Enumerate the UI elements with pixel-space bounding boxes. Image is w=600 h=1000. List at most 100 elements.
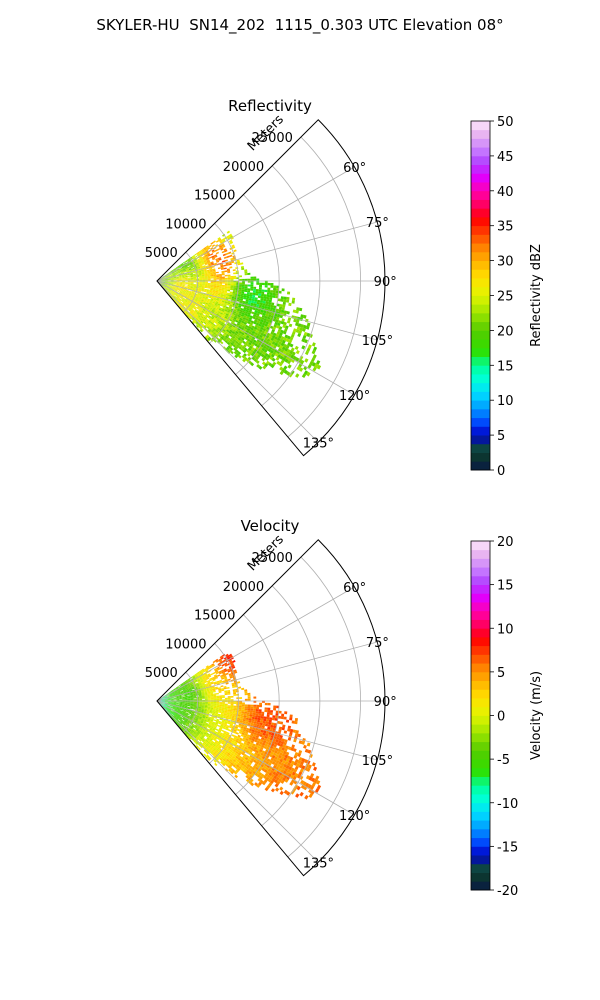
radar-cell (212, 710, 216, 712)
radar-cell (166, 694, 170, 697)
radar-cell (236, 719, 240, 722)
radar-cell (242, 323, 247, 327)
radar-cell (176, 276, 179, 278)
radar-cell (240, 294, 244, 298)
colorbar-tick-label: 50 (497, 115, 514, 130)
radar-cell (221, 670, 225, 674)
radar-cell (253, 754, 257, 758)
radar-cell (203, 721, 207, 724)
radar-cell (232, 759, 237, 763)
radar-cell (216, 284, 220, 286)
radar-cell (187, 705, 191, 707)
radar-cell (194, 725, 198, 728)
radar-cell (224, 697, 228, 700)
radar-cell (221, 759, 225, 763)
radar-cell (247, 272, 251, 275)
radar-cell (170, 275, 173, 277)
radar-cell (247, 288, 251, 291)
radar-cell (185, 686, 188, 689)
radar-cell (187, 259, 191, 262)
radar-cell (180, 271, 184, 274)
radar-cell (222, 758, 226, 762)
radar-cell (186, 709, 190, 712)
radar-cell (162, 699, 166, 701)
radar-cell (199, 302, 203, 305)
radar-cell (187, 703, 191, 705)
radar-cell (286, 791, 291, 796)
radar-cell (205, 294, 209, 297)
radar-cell (163, 274, 167, 277)
radar-cell (167, 276, 171, 278)
radar-cell (256, 313, 260, 317)
radar-cell (250, 278, 254, 281)
radar-cell (205, 702, 208, 704)
radar-cell (293, 328, 297, 332)
radar-cell (241, 337, 245, 341)
radar-cell (167, 289, 171, 292)
radar-cell (272, 351, 277, 356)
radar-cell (208, 324, 212, 328)
radar-cell (220, 310, 224, 314)
radar-cell (173, 282, 177, 283)
radar-cell (260, 739, 264, 743)
radar-cell (177, 691, 181, 694)
range-tick-label: 25000 (252, 131, 293, 146)
radar-cell (173, 702, 177, 703)
radar-cell (196, 301, 200, 304)
radar-cell (203, 711, 207, 714)
radar-cell (209, 720, 213, 723)
radar-cell (167, 282, 171, 283)
radar-cell (230, 706, 234, 709)
radar-cell (208, 303, 212, 307)
radar-cell (190, 274, 194, 276)
radar-cell (175, 286, 179, 288)
radar-cell (187, 693, 190, 695)
radar-cell (233, 275, 237, 278)
radar-cell (205, 256, 209, 259)
radar-cell (291, 331, 296, 335)
radar-cell (203, 713, 207, 716)
radar-cell (186, 296, 190, 299)
radar-cell (213, 698, 217, 700)
radar-cell (277, 748, 282, 753)
radar-cell (222, 659, 226, 663)
radar-cell (198, 681, 202, 684)
radar-cell (173, 711, 177, 713)
radar-cell (221, 273, 225, 276)
radar-cell (173, 702, 177, 704)
radar-cell (181, 284, 185, 286)
radar-cell (180, 684, 184, 687)
radar-cell (166, 275, 170, 277)
radar-cell (204, 283, 208, 286)
radar-cell (238, 354, 242, 359)
radar-cell (283, 763, 288, 768)
radar-cell (229, 329, 233, 333)
radar-cell (196, 325, 199, 328)
radar-cell (202, 302, 206, 305)
radar-cell (167, 276, 171, 278)
radar-cell (207, 724, 211, 728)
radar-cell (202, 723, 206, 726)
radar-cell (251, 738, 255, 742)
radar-cell (187, 715, 191, 718)
radar-cell (270, 290, 274, 293)
radar-cell (236, 299, 240, 302)
radar-cell (284, 761, 289, 765)
radar-cell (208, 244, 212, 248)
radar-cell (168, 691, 171, 694)
radar-cell (218, 708, 222, 711)
radar-cell (240, 742, 244, 746)
radar-cell (269, 753, 273, 758)
radar-cell (244, 762, 249, 766)
radar-cell (182, 682, 186, 685)
radar-cell (234, 307, 238, 311)
radar-cell (232, 711, 236, 714)
radar-cell (175, 693, 179, 695)
radar-cell (189, 727, 193, 730)
radar-cell (262, 732, 266, 736)
radar-cell (284, 739, 288, 743)
radar-cell (255, 711, 259, 714)
radar-cell (167, 695, 170, 697)
radar-cell (265, 766, 269, 771)
radar-cell (230, 757, 235, 761)
